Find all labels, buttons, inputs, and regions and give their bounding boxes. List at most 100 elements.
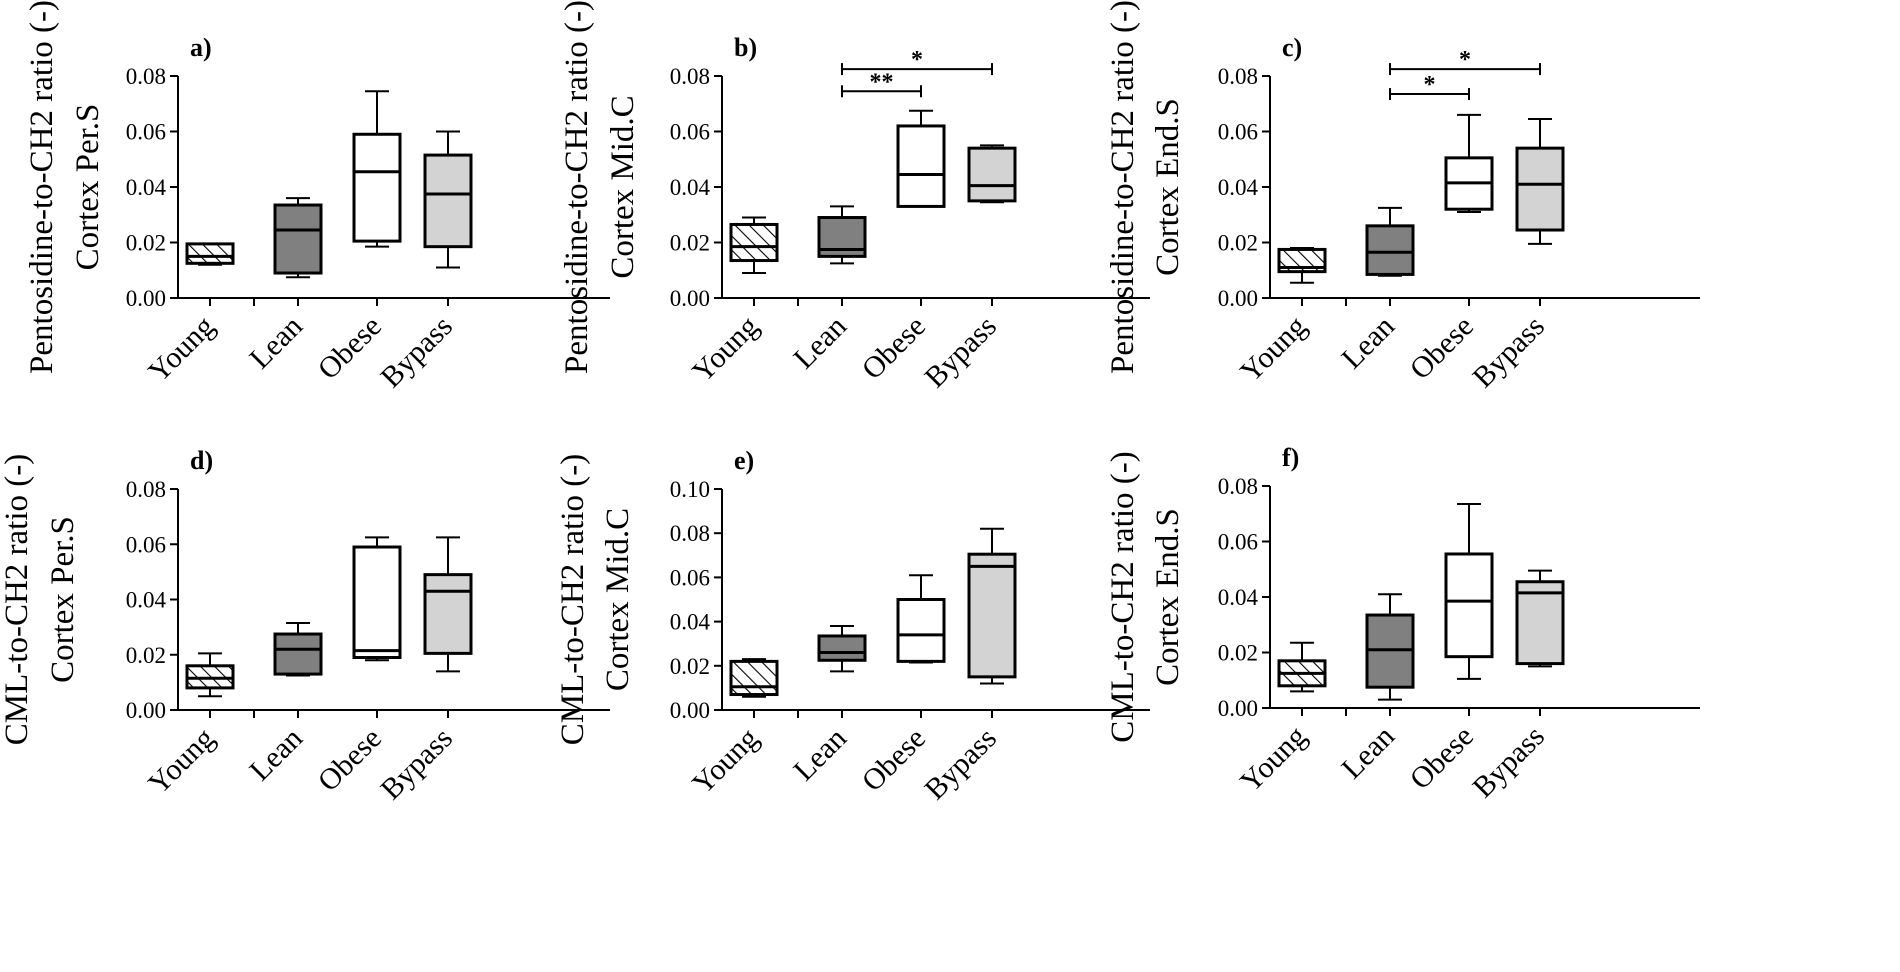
y-tick-label: 0.08 [1218, 474, 1258, 499]
y-tick-label: 0.02 [1218, 641, 1258, 666]
significance-label: ** [870, 69, 894, 95]
y-tick-label: 0.06 [670, 120, 710, 145]
x-category-label: Lean [787, 722, 853, 788]
y-tick-label: 0.04 [1218, 585, 1259, 610]
panel-label: f) [1282, 443, 1299, 472]
x-category-label: Obese [856, 722, 932, 798]
y-tick-label: 0.00 [670, 286, 710, 311]
iqr-box [185, 242, 235, 265]
x-category-label: Lean [243, 310, 309, 376]
panel-d: 0.00 0.02 0.04 0.06 0.08 CML-to-CH2 ratio (-)… [0, 446, 610, 806]
panel-label: e) [734, 446, 754, 475]
box-young: Young [1234, 247, 1327, 389]
x-category-label: Lean [787, 310, 853, 376]
iqr-box [1444, 552, 1494, 659]
y-axis-title: Pentosidine-to-CH2 ratio (-) [24, 0, 60, 374]
x-category-label: Bypass [1466, 720, 1551, 805]
iqr-box [896, 598, 946, 663]
significance-label: * [1424, 72, 1436, 98]
panel-label: c) [1282, 33, 1302, 62]
box-obese: Obese [856, 574, 946, 798]
significance-label: * [1459, 47, 1471, 73]
x-category-label: Bypass [374, 310, 459, 395]
y-axis-subtitle: Cortex Mid.C [600, 508, 636, 691]
panel-f: 0.00 0.02 0.04 0.06 0.08 CML-to-CH2 ratio (-)… [1105, 443, 1700, 804]
y-tick-label: 0.06 [126, 532, 166, 557]
box-obese: Obese [856, 109, 946, 386]
y-tick-label: 0.04 [1218, 175, 1259, 200]
y-tick-label: 0.02 [670, 654, 710, 679]
iqr-box [817, 634, 867, 662]
y-tick-label: 0.00 [670, 698, 710, 723]
box-obese: Obese [1404, 113, 1494, 386]
x-category-label: Obese [1404, 310, 1480, 386]
x-category-label: Lean [1335, 310, 1401, 376]
y-tick-label: 0.04 [126, 588, 167, 613]
iqr-box [352, 132, 402, 243]
y-tick-label: 0.08 [1218, 64, 1258, 89]
box-bypass: Bypass [918, 527, 1017, 806]
iqr-box [273, 203, 323, 275]
y-tick-label: 0.02 [126, 643, 166, 668]
y-tick-label: 0.08 [126, 64, 166, 89]
panel-a: 0.00 0.02 0.04 0.06 0.08 Pentosidine-to-CH2 r… [24, 0, 610, 394]
x-category-label: Young [1234, 720, 1313, 799]
box-obese: Obese [312, 536, 402, 798]
x-category-label: Bypass [374, 722, 459, 807]
box-lean: Lean [243, 197, 323, 376]
box-young: Young [142, 652, 235, 801]
y-tick-label: 0.08 [670, 64, 710, 89]
x-category-label: Bypass [918, 310, 1003, 395]
x-category-label: Young [686, 310, 765, 389]
y-tick-label: 0.08 [670, 521, 710, 546]
x-category-label: Bypass [1466, 310, 1551, 395]
y-tick-label: 0.02 [670, 231, 710, 256]
y-axis-title: CML-to-CH2 ratio (-) [555, 454, 591, 745]
x-category-label: Obese [856, 310, 932, 386]
box-lean: Lean [1335, 593, 1415, 785]
y-axis-title: Pentosidine-to-CH2 ratio (-) [1105, 0, 1141, 374]
panel-e: 0.00 0.02 0.04 0.06 0.08 0.10 CML-to-CH2 ratio… [555, 446, 1150, 806]
y-tick-label: 0.04 [126, 175, 167, 200]
significance-label: * [911, 47, 923, 73]
y-tick-label: 0.06 [1218, 530, 1258, 555]
x-category-label: Obese [312, 722, 388, 798]
y-axis-subtitle: Cortex Per.S [70, 104, 106, 271]
x-category-label: Young [142, 722, 221, 801]
iqr-box [423, 153, 473, 249]
x-category-label: Young [142, 310, 221, 389]
y-tick-label: 0.00 [126, 698, 166, 723]
y-tick-label: 0.10 [670, 477, 710, 502]
iqr-box [1515, 146, 1565, 232]
panel-c: 0.00 0.02 0.04 0.06 0.08 Pentosidine-to-CH2 r… [1105, 0, 1700, 394]
y-tick-label: 0.04 [670, 610, 711, 635]
box-young: Young [686, 658, 779, 801]
significance-bracket: * [1389, 72, 1470, 101]
significance-bracket: * [841, 47, 993, 76]
y-tick-label: 0.00 [126, 286, 166, 311]
y-axis-subtitle: Cortex End.S [1150, 98, 1186, 276]
y-axis-title: CML-to-CH2 ratio (-) [0, 454, 35, 745]
panel-label: a) [190, 33, 212, 62]
y-tick-label: 0.00 [1218, 286, 1258, 311]
iqr-box [423, 573, 473, 655]
panel-label: b) [734, 33, 757, 62]
iqr-box [1365, 224, 1415, 276]
panel-b: 0.00 0.02 0.04 0.06 0.08 Pentosidine-to-CH2 r… [559, 0, 1150, 394]
y-tick-label: 0.06 [1218, 120, 1258, 145]
x-category-label: Young [1234, 310, 1313, 389]
box-lean: Lean [1335, 206, 1415, 376]
chart-panels: 0.00 0.02 0.04 0.06 0.08 Pentosidine-to-CH2 r… [0, 0, 1700, 806]
y-tick-label: 0.06 [126, 120, 166, 145]
iqr-box [896, 124, 946, 208]
x-category-label: Lean [243, 722, 309, 788]
y-tick-label: 0.04 [670, 175, 711, 200]
box-obese: Obese [1404, 503, 1494, 796]
significance-bracket: * [1389, 47, 1541, 76]
x-category-label: Young [686, 722, 765, 801]
box-lean: Lean [787, 205, 867, 376]
iqr-box [967, 146, 1017, 203]
iqr-box [1515, 580, 1565, 666]
y-tick-label: 0.02 [1218, 231, 1258, 256]
y-tick-label: 0.00 [1218, 696, 1258, 721]
